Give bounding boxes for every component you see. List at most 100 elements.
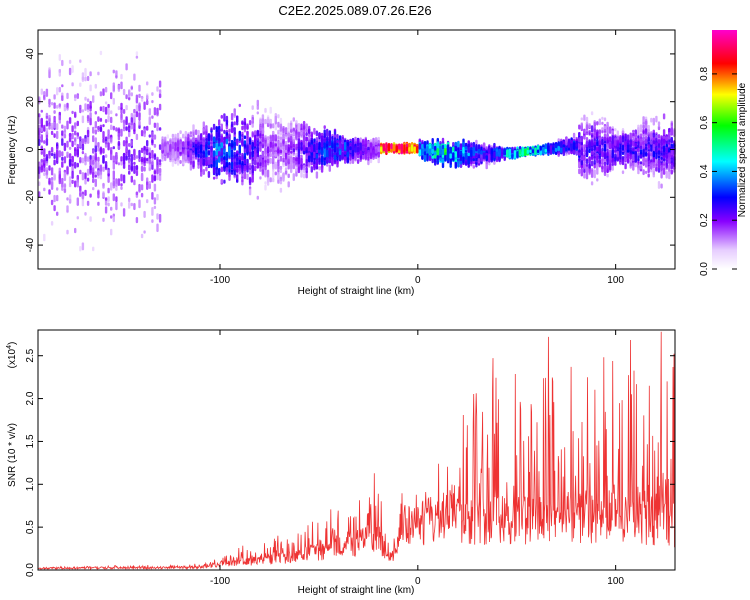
spectrogram-cell: [97, 170, 100, 179]
spectrogram-cell: [482, 152, 486, 160]
spectrogram-cell: [89, 100, 92, 109]
spectrogram-cell: [86, 136, 90, 144]
spectrogram-cell: [117, 84, 121, 89]
spectrogram-cell: [282, 127, 285, 134]
spectrogram-cell: [215, 155, 218, 160]
spectrogram-cell: [56, 152, 59, 159]
spectrogram-cell: [92, 149, 95, 154]
spectrogram-cell: [662, 158, 666, 162]
spectrogram-cell: [102, 183, 105, 189]
spectrogram-cell: [647, 137, 650, 142]
spectrogram-cell: [135, 133, 139, 141]
spectrogram-cell: [416, 145, 419, 153]
spectrogram-cell: [143, 129, 146, 135]
spectrogram-cell: [117, 132, 121, 138]
spectrogram-cell: [125, 126, 128, 131]
spectrogram-cell: [305, 141, 308, 148]
spectrogram-cell: [97, 161, 100, 169]
spectrogram-cell: [565, 137, 568, 146]
spectrogram-cell: [644, 120, 648, 129]
spectrogram-cell: [333, 159, 337, 165]
spectrogram-cell: [338, 142, 342, 150]
spectrogram-cell: [218, 167, 221, 176]
spectrogram-cell: [153, 205, 157, 210]
spectrogram-cell: [315, 130, 319, 137]
spectrogram-cell: [269, 177, 272, 183]
spectrogram-cell: [50, 179, 54, 188]
spectrogram-cell: [99, 117, 103, 121]
spectrogram-cell: [449, 146, 452, 155]
spectrogram-cell: [601, 116, 604, 120]
spectrogram-cell: [122, 88, 126, 96]
spectrogram-cell: [102, 166, 105, 172]
spectrogram-cell: [107, 173, 110, 178]
spectrogram-cell: [269, 106, 272, 114]
spectrogram-cell: [295, 143, 298, 151]
spectrogram-cell: [158, 127, 162, 131]
spectrogram-cell: [117, 162, 121, 166]
spectrogram-cell: [295, 157, 298, 162]
spectrogram-cell: [71, 170, 74, 179]
spectrogram-cell: [174, 146, 177, 152]
spectrogram-cell: [76, 216, 79, 220]
spectrogram-cell: [578, 162, 581, 168]
spectrogram-cell: [153, 154, 157, 160]
spectrogram-cell: [310, 154, 313, 163]
spectrogram-cell: [230, 161, 234, 170]
spectrogram-cell: [261, 151, 265, 158]
spectrogram-cell: [328, 156, 331, 160]
spectrogram-cell: [590, 168, 594, 172]
spectrogram-cell: [61, 161, 64, 168]
spectrogram-cell: [94, 83, 97, 89]
spectrogram-cell: [655, 142, 658, 146]
spectrogram-cell: [48, 189, 51, 195]
spectrogram-cell: [277, 179, 280, 184]
spectrogram-cell: [89, 112, 92, 119]
spectrogram-cell: [554, 143, 558, 149]
spectrogram-cell: [115, 183, 118, 191]
spectrogram-cell: [639, 138, 643, 143]
spectrogram-cell: [182, 135, 185, 139]
spectrogram-cell: [243, 144, 247, 148]
spectrogram-cell: [374, 155, 378, 160]
spectrogram-cell: [647, 124, 650, 132]
spectrogram-cell: [392, 144, 396, 152]
spectrogram-cell: [133, 165, 136, 174]
spectrogram-cell: [107, 107, 110, 116]
spectrogram-cell: [133, 203, 136, 211]
spectrogram-cell: [300, 164, 303, 171]
spectrogram-cell: [156, 122, 159, 131]
spectrogram-cell: [94, 152, 97, 161]
spectrogram-cell: [61, 138, 64, 146]
spectrogram-cell: [156, 169, 159, 175]
spectrogram-cell: [138, 120, 141, 127]
spectrogram-cell: [122, 141, 126, 146]
spectrogram-cell: [189, 150, 193, 155]
spectrogram-cell: [302, 120, 306, 130]
spectrogram-cell: [518, 149, 522, 155]
spectrogram-cell: [606, 137, 609, 144]
spectrogram-cell: [266, 139, 270, 146]
spectrogram-cell: [305, 167, 308, 174]
spectrogram-cell: [629, 141, 632, 145]
spectrogram-cell: [107, 134, 110, 143]
spectrogram-cell: [38, 117, 41, 125]
spectrogram-cell: [115, 127, 118, 132]
spectrogram-cell: [246, 130, 249, 139]
spectrogram-cell: [588, 139, 591, 147]
spectrogram-cell: [94, 178, 97, 187]
spectrogram-cell: [84, 178, 87, 185]
spectrogram-cell: [194, 140, 198, 145]
spectrogram-cell: [81, 109, 85, 113]
spectrogram-cell: [246, 123, 249, 130]
spectrogram-cell: [140, 192, 144, 198]
spectrogram-cell: [629, 132, 632, 139]
spectrogram-cell: [220, 123, 223, 132]
spectrogram-cell: [467, 140, 470, 144]
spectrogram-cell: [578, 157, 581, 161]
spectrogram-cell: [138, 103, 141, 110]
spectrogram-cell: [86, 114, 90, 122]
spectrogram-cell: [43, 95, 46, 101]
spectrogram-cell: [112, 125, 115, 131]
spectrogram-cell: [472, 158, 475, 162]
